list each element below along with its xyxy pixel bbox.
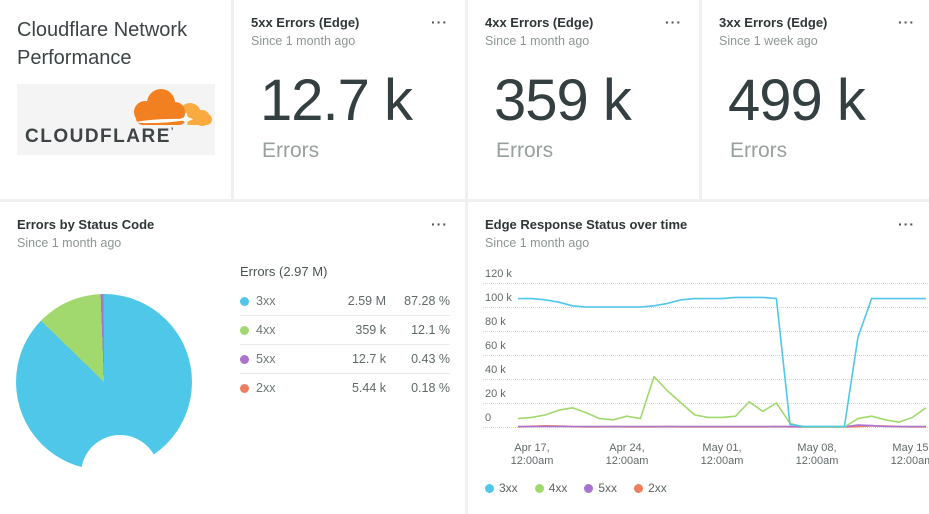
y-axis-label: 40 k (485, 364, 506, 376)
donut-hole (81, 435, 159, 513)
y-axis-label: 120 k (485, 268, 512, 280)
gridline (483, 331, 929, 332)
x-axis-label: May 01, 12:00am (700, 442, 744, 467)
table-row[interactable]: 3xx 2.59 M 87.28 % (240, 287, 450, 316)
gridline (483, 283, 929, 284)
card-subtitle: Since 1 month ago (485, 236, 590, 251)
card-title: 5xx Errors (Edge) (251, 15, 360, 30)
more-options-icon[interactable]: ··· (431, 14, 448, 30)
row-label: 5xx (256, 352, 276, 366)
y-axis-label: 100 k (485, 292, 512, 304)
x-axis-label: Apr 17, 12:00am (510, 442, 554, 467)
row-percent: 87.28 % (404, 294, 450, 308)
legend-label: 5xx (598, 481, 618, 495)
card-subtitle: Since 1 month ago (485, 34, 590, 49)
row-value: 5.44 k (351, 381, 386, 395)
card-title: 4xx Errors (Edge) (485, 15, 594, 30)
stat-card-5xx: 5xx Errors (Edge) Since 1 month ago ··· … (234, 0, 465, 199)
stat-value: 12.7 k (260, 68, 413, 134)
cloudflare-cloud-icon (134, 89, 212, 127)
page-title: Cloudflare Network Performance (17, 19, 188, 69)
series-color-dot-icon (240, 296, 249, 306)
card-subtitle: Since 1 month ago (17, 236, 122, 251)
more-options-icon[interactable]: ··· (898, 216, 915, 232)
row-value: 2.59 M (347, 294, 386, 308)
legend-item[interactable]: 4xx (534, 481, 568, 495)
title-card: Cloudflare Network Performance CLOUDFLAR… (0, 0, 231, 199)
y-axis-label: 80 k (485, 316, 506, 328)
chart-legend: 3xx 4xx 5xx 2xx (485, 481, 684, 495)
series-line-5xx (518, 424, 926, 428)
card-subtitle: Since 1 month ago (251, 34, 356, 49)
stat-value: 359 k (494, 68, 632, 134)
x-axis-label: May 08, 12:00am (795, 442, 839, 467)
series-line-3xx (518, 296, 926, 428)
gridline (483, 379, 929, 380)
errors-by-status-card: Errors by Status Code Since 1 month ago … (0, 202, 465, 514)
row-label: 3xx (256, 294, 276, 308)
gridline (483, 355, 929, 356)
line-chart[interactable] (514, 279, 929, 439)
series-color-dot-icon (240, 383, 249, 393)
stat-value: 499 k (728, 68, 866, 134)
edge-response-status-card: Edge Response Status over time Since 1 m… (468, 202, 929, 514)
legend-table: Errors (2.97 M) 3xx 2.59 M 87.28 % 4xx 3… (240, 264, 450, 402)
card-title: Errors by Status Code (17, 217, 155, 232)
donut-chart[interactable] (16, 294, 192, 513)
legend-item[interactable]: 3xx (485, 481, 518, 495)
more-options-icon[interactable]: ··· (431, 216, 448, 232)
table-row[interactable]: 4xx 359 k 12.1 % (240, 316, 450, 345)
x-axis-label: Apr 24, 12:00am (605, 442, 649, 467)
gridline (483, 307, 929, 308)
series-color-dot-icon (240, 354, 249, 364)
gridline (483, 403, 929, 404)
legend-dot-icon (634, 483, 644, 493)
legend-item[interactable]: 5xx (584, 481, 617, 495)
stat-unit: Errors (262, 139, 320, 163)
row-percent: 0.43 % (411, 352, 450, 366)
stat-unit: Errors (496, 139, 554, 163)
legend-item[interactable]: 2xx (634, 481, 667, 495)
series-color-dot-icon (240, 325, 249, 335)
row-percent: 0.18 % (411, 381, 450, 395)
cloudflare-logo: CLOUDFLARE’ (17, 84, 215, 155)
logo-trademark: ’ (170, 126, 174, 136)
more-options-icon[interactable]: ··· (665, 14, 682, 30)
stat-card-4xx: 4xx Errors (Edge) Since 1 month ago ··· … (468, 0, 699, 199)
legend-dot-icon (534, 483, 544, 493)
card-title: Edge Response Status over time (485, 217, 688, 232)
row-value: 12.7 k (351, 352, 386, 366)
legend-label: 2xx (648, 481, 667, 495)
table-row[interactable]: 2xx 5.44 k 0.18 % (240, 374, 450, 402)
more-options-icon[interactable]: ··· (898, 14, 915, 30)
legend-label: 3xx (499, 481, 518, 495)
legend-dot-icon (584, 483, 594, 493)
legend-dot-icon (485, 483, 494, 493)
y-axis-label: 60 k (485, 340, 506, 352)
y-axis-label: 0 (485, 412, 492, 424)
y-axis-label: 20 k (485, 388, 506, 400)
legend-label: 4xx (548, 481, 568, 495)
stat-card-3xx: 3xx Errors (Edge) Since 1 week ago ··· 4… (702, 0, 929, 199)
row-percent: 12.1 % (411, 323, 450, 337)
logo-wordmark: CLOUDFLARE’ (25, 126, 174, 147)
table-row[interactable]: 5xx 12.7 k 0.43 % (240, 345, 450, 374)
table-header: Errors (2.97 M) (240, 264, 328, 279)
row-label: 4xx (256, 323, 276, 337)
series-line-4xx (517, 375, 927, 428)
card-title: 3xx Errors (Edge) (719, 15, 828, 30)
card-subtitle: Since 1 week ago (719, 34, 818, 49)
row-value: 359 k (355, 323, 386, 337)
stat-unit: Errors (730, 139, 788, 163)
x-axis-label: May 15, 12:00am (890, 442, 929, 467)
row-label: 2xx (256, 381, 276, 395)
